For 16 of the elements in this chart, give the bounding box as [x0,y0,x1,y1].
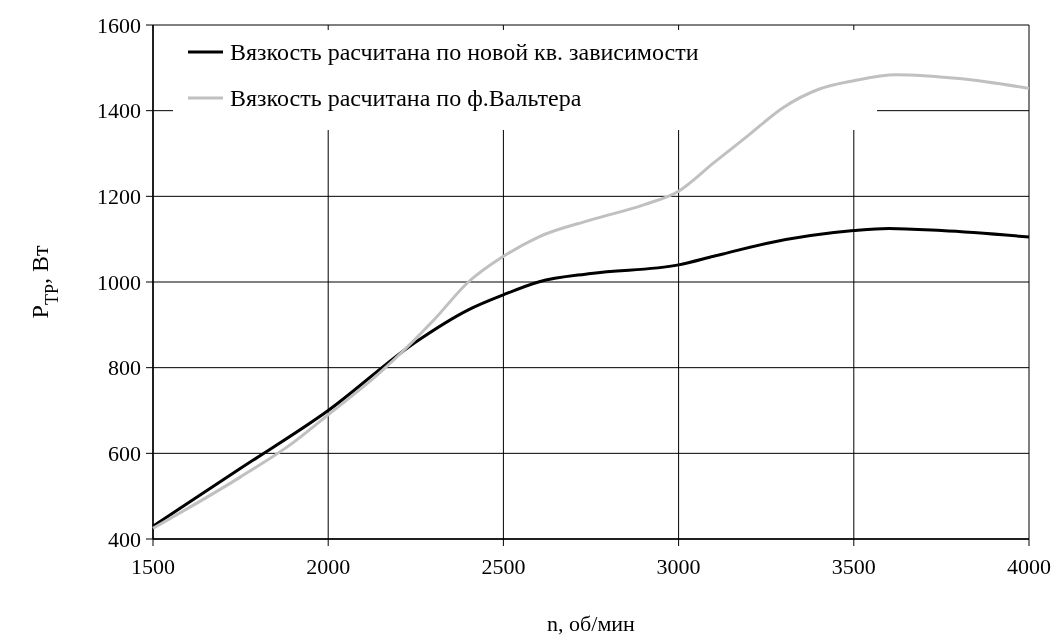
y-tick-label: 600 [108,441,141,467]
x-tick-label: 3500 [831,554,876,579]
x-tick-label: 2000 [306,554,351,579]
x-tick-label: 1500 [131,554,175,579]
x-tick-label: 4000 [1007,554,1051,579]
x-axis-title: n, об/мин [547,611,636,636]
y-tick-label: 1600 [97,12,141,38]
y-tick-label: 1400 [97,98,141,124]
y-tick-label: 1200 [97,184,141,210]
y-tick-label: 400 [108,526,141,552]
x-tick-label: 3000 [656,554,701,579]
legend-label: Вязкость расчитана по ф.Вальтера [230,85,582,112]
legend-label: Вязкость расчитана по новой кв. зависимости [230,39,699,66]
y-tick-label: 1000 [97,269,141,295]
y-tick-label: 800 [108,355,141,381]
x-tick-label: 2500 [481,554,526,579]
